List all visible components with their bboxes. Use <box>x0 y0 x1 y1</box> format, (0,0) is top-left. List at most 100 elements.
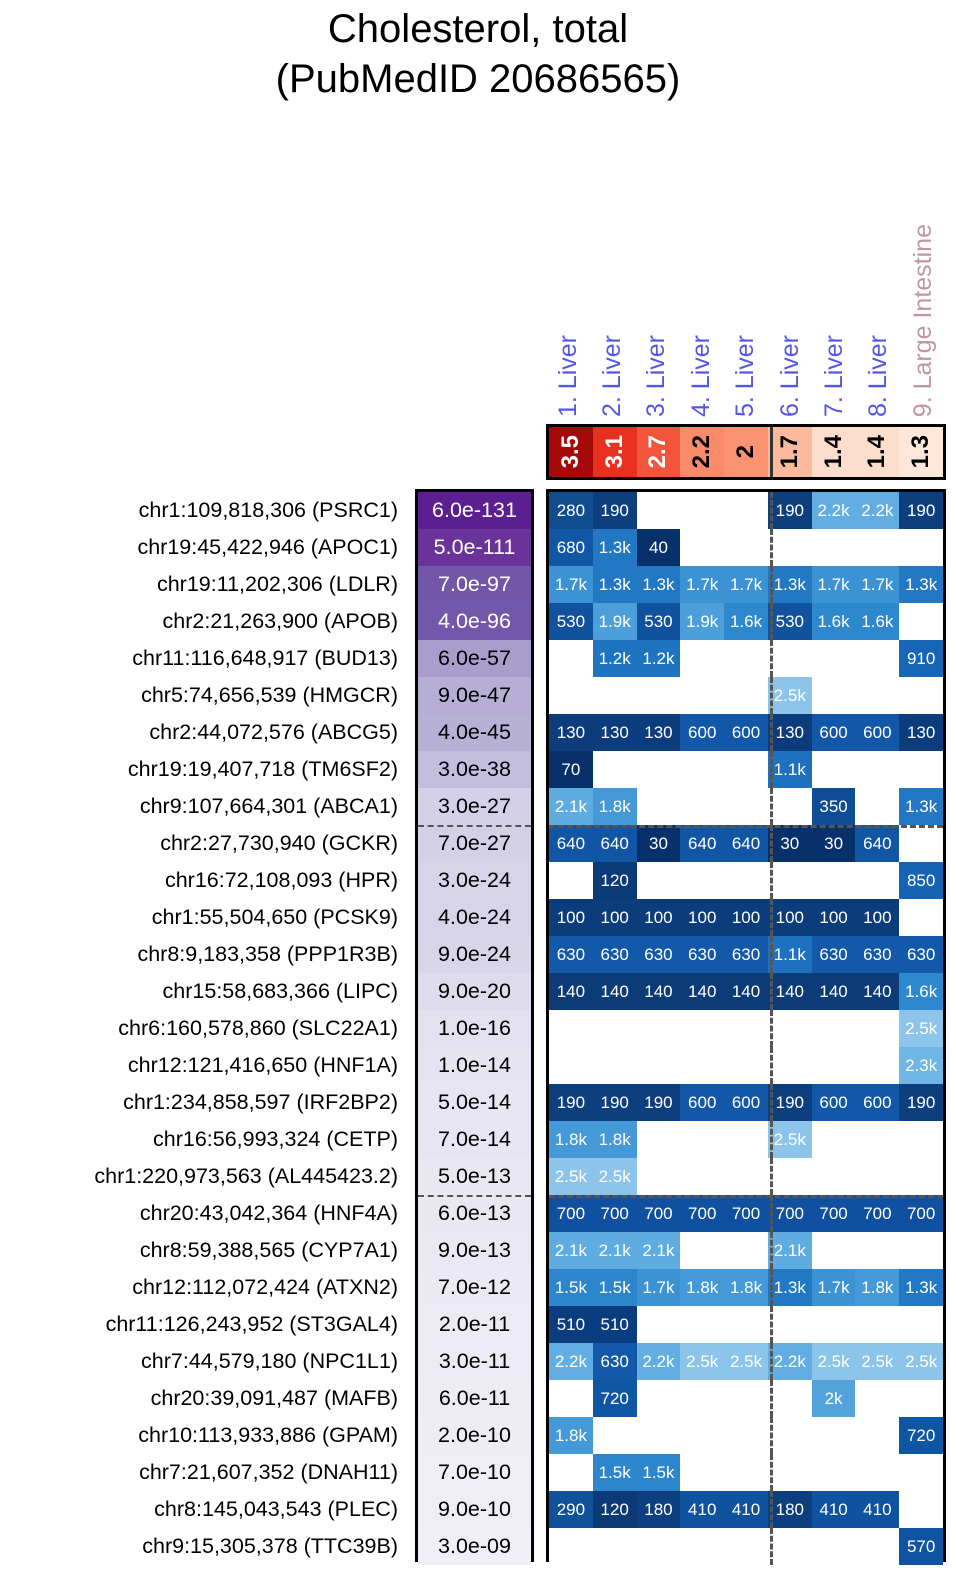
title-line-1: Cholesterol, total <box>327 7 629 51</box>
heatmap-cell-empty <box>636 1010 681 1047</box>
heatmap-cell: 530 <box>549 603 593 640</box>
heatmap-cell-empty <box>855 529 900 566</box>
tissue-group-separator <box>769 1158 773 1195</box>
heatmap-row: 280 190 190 2.2k 2.2k 190 <box>549 492 944 529</box>
heatmap-cell: 1.6k <box>811 603 856 640</box>
heatmap-cell: 100 <box>855 899 900 936</box>
heatmap-cell: 640 <box>549 825 593 862</box>
score-value: 2 <box>732 445 760 459</box>
heatmap-cell-empty <box>855 1454 900 1491</box>
heatmap-cell-empty <box>899 1232 944 1269</box>
heatmap-cell: 2.2k <box>811 492 856 529</box>
pvalue-cell: 2.0e-10 <box>418 1417 531 1454</box>
score-value: 1.4 <box>863 435 891 469</box>
tissue-group-separator <box>769 1010 773 1047</box>
tissue-group-separator <box>769 529 773 566</box>
heatmap-cell: 850 <box>899 862 944 899</box>
heatmap-cell-empty <box>680 1010 725 1047</box>
heatmap-cell-empty <box>680 529 725 566</box>
locus-label: chr2:21,263,900 (APOB) <box>162 609 398 633</box>
heatmap-cell-empty <box>680 788 725 825</box>
heatmap-cell-empty <box>592 1528 637 1565</box>
pvalue-cell: 3.0e-27 <box>418 788 531 825</box>
tissue-group-separator <box>769 1269 773 1306</box>
heatmap-cell-empty <box>724 1232 768 1269</box>
heatmap-cell: 720 <box>899 1417 944 1454</box>
heatmap-cell: 1.3k <box>899 788 944 825</box>
pvalue-cell: 7.0e-12 <box>418 1269 531 1306</box>
heatmap-cell: 40 <box>636 529 681 566</box>
heatmap-cell-empty <box>592 1010 637 1047</box>
score-value: 1.3 <box>907 435 935 469</box>
heatmap-row: 120 850 <box>549 862 944 899</box>
heatmap-cell-empty <box>811 529 856 566</box>
heatmap-cell-empty <box>724 1380 768 1417</box>
heatmap-cell: 130 <box>767 714 812 751</box>
column-header-label: 1. Liver <box>553 335 582 417</box>
heatmap-cell-empty <box>724 1010 768 1047</box>
heatmap-cell-empty <box>636 1380 681 1417</box>
heatmap-cell: 410 <box>680 1491 725 1528</box>
heatmap-cell-empty <box>855 640 900 677</box>
heatmap-cell: 180 <box>636 1491 681 1528</box>
heatmap-cell: 1.6k <box>855 603 900 640</box>
tissue-group-separator <box>769 1380 773 1417</box>
heatmap-cell-empty <box>592 1417 637 1454</box>
locus-label: chr2:27,730,940 (GCKR) <box>160 831 398 855</box>
heatmap-cell: 350 <box>811 788 856 825</box>
heatmap-cell-empty <box>899 1306 944 1343</box>
locus-label: chr8:9,183,358 (PPP1R3B) <box>137 942 398 966</box>
heatmap-cell-empty <box>811 1158 856 1195</box>
heatmap-cell: 530 <box>636 603 681 640</box>
heatmap-cell-empty <box>767 1417 812 1454</box>
heatmap-cell-empty <box>636 862 681 899</box>
heatmap-cell-empty <box>855 862 900 899</box>
pvalue-cell: 5.0e-14 <box>418 1084 531 1121</box>
heatmap-cell: 140 <box>592 973 637 1010</box>
heatmap-cell-empty <box>855 1380 900 1417</box>
heatmap-cell: 2.1k <box>549 1232 593 1269</box>
heatmap-cell: 190 <box>767 492 812 529</box>
locus-label: chr8:145,043,543 (PLEC) <box>154 1497 398 1521</box>
tissue-group-separator <box>769 825 773 862</box>
locus-label: chr6:160,578,860 (SLC22A1) <box>118 1016 398 1040</box>
tissue-group-separator <box>769 1417 773 1454</box>
heatmap-cell-empty <box>811 1232 856 1269</box>
heatmap-cell: 630 <box>724 936 768 973</box>
heatmap-cell: 100 <box>549 899 593 936</box>
heatmap-cell: 1.6k <box>899 973 944 1010</box>
column-header-label: 4. Liver <box>686 335 715 417</box>
heatmap-cell: 130 <box>636 714 681 751</box>
heatmap-cell: 1.9k <box>680 603 725 640</box>
heatmap-cell: 640 <box>680 825 725 862</box>
heatmap-cell-empty <box>680 1417 725 1454</box>
heatmap-row: 2.1k 1.8k 350 1.3k <box>549 788 944 825</box>
heatmap-cell: 700 <box>811 1195 856 1232</box>
heatmap-cell-empty <box>899 825 944 862</box>
heatmap-cell: 140 <box>724 973 768 1010</box>
pvalue-cell: 6.0e-131 <box>418 492 531 529</box>
locus-label: chr19:11,202,306 (LDLR) <box>156 572 398 596</box>
heatmap-cell: 910 <box>899 640 944 677</box>
heatmap-row: 100 100 100 100 100 100 100 100 <box>549 899 944 936</box>
heatmap-row: 510 510 <box>549 1306 944 1343</box>
heatmap-cell-empty <box>724 788 768 825</box>
heatmap-row: 700 700 700 700 700 700 700 700 700 <box>549 1195 944 1232</box>
tissue-group-separator <box>769 1454 773 1491</box>
heatmap-cell-empty <box>899 1121 944 1158</box>
heatmap-cell: 1.8k <box>724 1269 768 1306</box>
heatmap-cell-empty <box>811 1010 856 1047</box>
heatmap-cell-empty <box>767 1010 812 1047</box>
column-header-5: 5. Liver <box>724 145 768 417</box>
locus-label: chr12:112,072,424 (ATXN2) <box>132 1275 398 1299</box>
heatmap-cell-empty <box>767 1047 812 1084</box>
column-header-label: 6. Liver <box>775 335 804 417</box>
heatmap-cell-empty <box>549 1380 593 1417</box>
heatmap-cell-empty <box>724 751 768 788</box>
heatmap-cell: 1.7k <box>680 566 725 603</box>
heatmap-cell-empty <box>899 751 944 788</box>
heatmap-cell-empty <box>592 751 637 788</box>
heatmap-cell: 700 <box>724 1195 768 1232</box>
heatmap-cell: 140 <box>855 973 900 1010</box>
heatmap-cell: 30 <box>636 825 681 862</box>
